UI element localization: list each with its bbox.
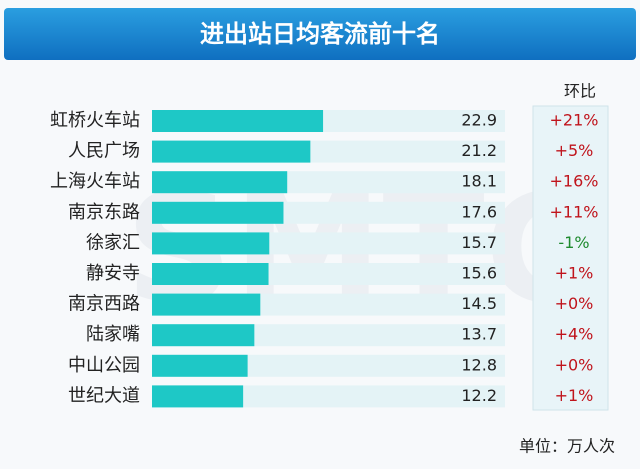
change-label: +16% <box>550 172 599 191</box>
bar <box>152 140 311 163</box>
value-label: 17.6 <box>461 202 497 221</box>
bar <box>152 110 324 132</box>
bar <box>152 171 288 194</box>
category-label: 人民广场 <box>68 141 140 162</box>
bar <box>152 201 284 224</box>
change-label: +5% <box>555 141 594 160</box>
category-label: 虹桥火车站 <box>50 110 140 131</box>
title-banner <box>4 8 636 60</box>
category-label: 静安寺 <box>86 263 140 284</box>
category-label: 中山公园 <box>68 355 140 376</box>
change-label: +0% <box>555 355 594 374</box>
value-label: 22.9 <box>461 111 497 130</box>
change-label: -1% <box>558 233 589 252</box>
category-label: 南京西路 <box>68 294 140 315</box>
change-label: +0% <box>555 294 594 313</box>
change-label: +1% <box>555 264 594 283</box>
category-label: 徐家汇 <box>86 232 140 253</box>
value-label: 12.2 <box>461 386 497 405</box>
value-label: 18.1 <box>461 172 497 191</box>
change-label: +1% <box>555 386 594 405</box>
value-label: 15.6 <box>461 264 497 283</box>
value-label: 13.7 <box>461 325 497 344</box>
value-label: 14.5 <box>461 294 497 313</box>
bar <box>152 293 261 316</box>
value-label: 21.2 <box>461 141 497 160</box>
value-label: 15.7 <box>461 233 497 252</box>
change-header: 环比 <box>564 82 596 101</box>
category-label: 上海火车站 <box>50 171 140 192</box>
category-label: 陆家嘴 <box>86 324 140 345</box>
bar <box>152 232 270 255</box>
change-label: +11% <box>550 202 599 221</box>
bar <box>152 324 255 347</box>
category-label: 世纪大道 <box>68 385 140 406</box>
value-label: 12.8 <box>461 355 497 374</box>
unit-note: 单位：万人次 <box>519 437 615 456</box>
change-label: +21% <box>550 111 599 130</box>
change-label: +4% <box>555 325 594 344</box>
bar <box>152 354 248 377</box>
bar <box>152 263 269 285</box>
category-label: 南京东路 <box>68 202 140 223</box>
change-column <box>532 105 609 411</box>
chart-title: 进出站日均客流前十名 <box>200 20 440 48</box>
bar <box>152 385 244 408</box>
